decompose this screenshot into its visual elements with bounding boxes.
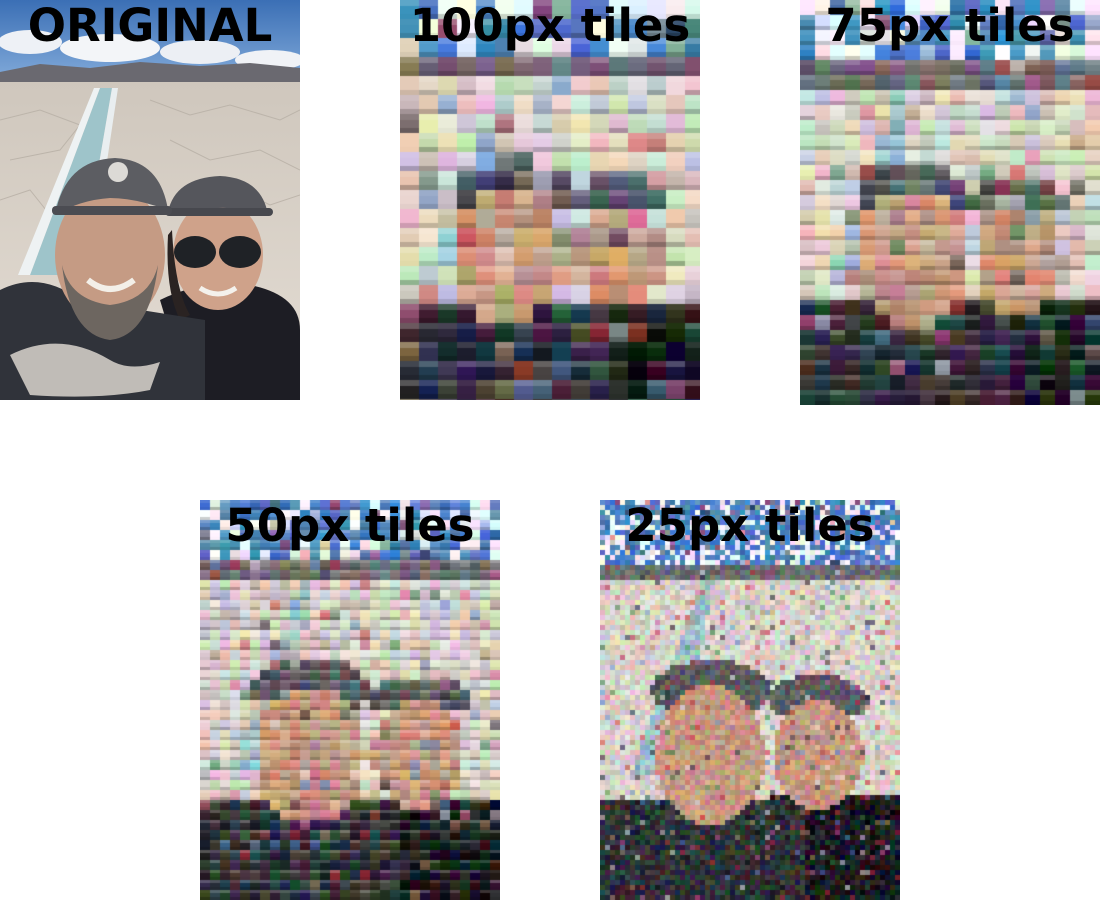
mosaic-panel-25px: 25px tiles [600,500,900,900]
man-cap [55,158,168,215]
cloud [0,30,62,54]
mosaic-image-100px [400,0,700,400]
mosaic-image-75px [800,0,1100,405]
woman-cap [168,176,268,215]
woman-hair [167,230,190,320]
mosaic-panel-75px: 75px tiles [800,0,1100,405]
sunglasses-right [219,236,261,268]
channel-edge [18,88,100,275]
panel-title-100px: 100px tiles [409,0,691,52]
man-smile [86,277,136,292]
cloud [60,34,160,62]
original-photo [0,0,300,400]
man-cap-brim [52,206,172,215]
mosaic-image-50px [200,500,500,900]
man-face [55,185,165,325]
panel-title-original: ORIGINAL [27,0,273,52]
woman-smile [198,285,238,297]
mountains [0,62,300,82]
mosaic-panel-100px: 100px tiles [400,0,700,400]
sunglasses-left [174,236,216,268]
panel-title-50px: 50px tiles [225,500,475,552]
woman-cap-brim [165,208,273,216]
panel-title-75px: 75px tiles [825,0,1075,52]
cap-logo [108,162,128,182]
mosaic-image-25px [600,500,900,900]
man-beard [62,265,158,340]
mosaic-panel-50px: 50px tiles [200,500,500,900]
original-panel: ORIGINAL [0,0,300,400]
panel-title-25px: 25px tiles [625,500,875,552]
cloud [160,40,240,64]
shirt-print [10,343,160,397]
woman-face [173,200,263,310]
